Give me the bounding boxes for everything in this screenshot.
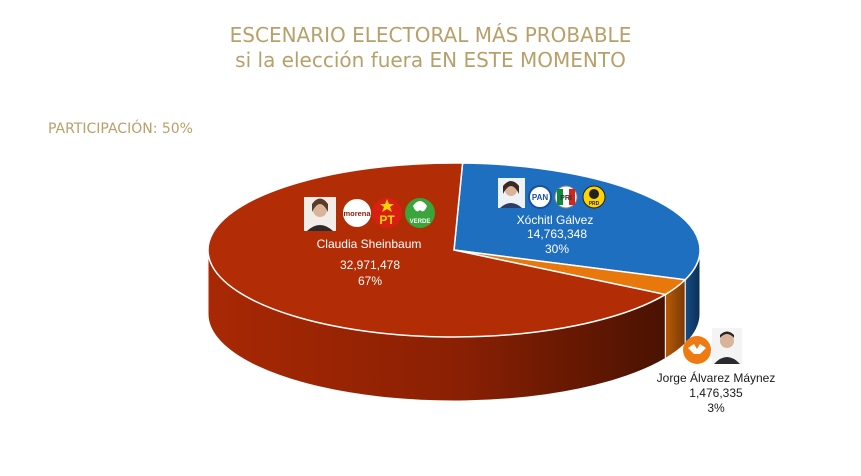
xochitl-logos: PAN PRI PRD xyxy=(498,178,606,209)
xochitl-name-label: Xóchitl Gálvez xyxy=(517,213,594,227)
jorge-logos xyxy=(683,328,742,364)
svg-text:PAN: PAN xyxy=(532,193,549,202)
pri-logo-icon: PRI xyxy=(554,185,578,209)
claudia-name-label: Claudia Sheinbaum xyxy=(317,237,422,251)
chart-title-line2: si la elección fuera EN ESTE MOMENTO xyxy=(235,48,626,72)
claudia-percent-label: 67% xyxy=(358,274,382,288)
svg-text:PRD: PRD xyxy=(589,201,600,207)
claudia-logos: morena PT VERDE xyxy=(304,197,435,231)
prd-logo-icon: PRD xyxy=(582,185,606,209)
jorge-percent-label: 3% xyxy=(707,401,725,415)
svg-text:VERDE: VERDE xyxy=(410,219,431,225)
chart-title-line1: ESCENARIO ELECTORAL MÁS PROBABLE xyxy=(229,23,632,47)
candidate-photo-icon xyxy=(304,197,336,231)
candidate-photo-icon xyxy=(712,328,742,364)
svg-text:PT: PT xyxy=(379,213,395,227)
verde-logo-icon: VERDE xyxy=(405,198,435,228)
participation-label: PARTICIPACIÓN: 50% xyxy=(48,121,193,137)
xochitl-votes-label: 14,763,348 xyxy=(527,227,587,241)
claudia-votes-label: 32,971,478 xyxy=(340,258,400,272)
jorge-name-label: Jorge Álvarez Máynez xyxy=(657,370,776,385)
pt-logo-icon: PT xyxy=(372,198,402,228)
pan-logo-icon: PAN xyxy=(528,185,552,209)
morena-logo-icon: morena xyxy=(341,197,373,229)
jorge-votes-label: 1,476,335 xyxy=(689,386,743,400)
candidate-photo-icon xyxy=(498,178,525,208)
svg-text:PRI: PRI xyxy=(560,195,572,202)
svg-text:morena: morena xyxy=(343,209,371,218)
mc-logo-icon xyxy=(683,336,711,364)
xochitl-percent-label: 30% xyxy=(545,242,569,256)
